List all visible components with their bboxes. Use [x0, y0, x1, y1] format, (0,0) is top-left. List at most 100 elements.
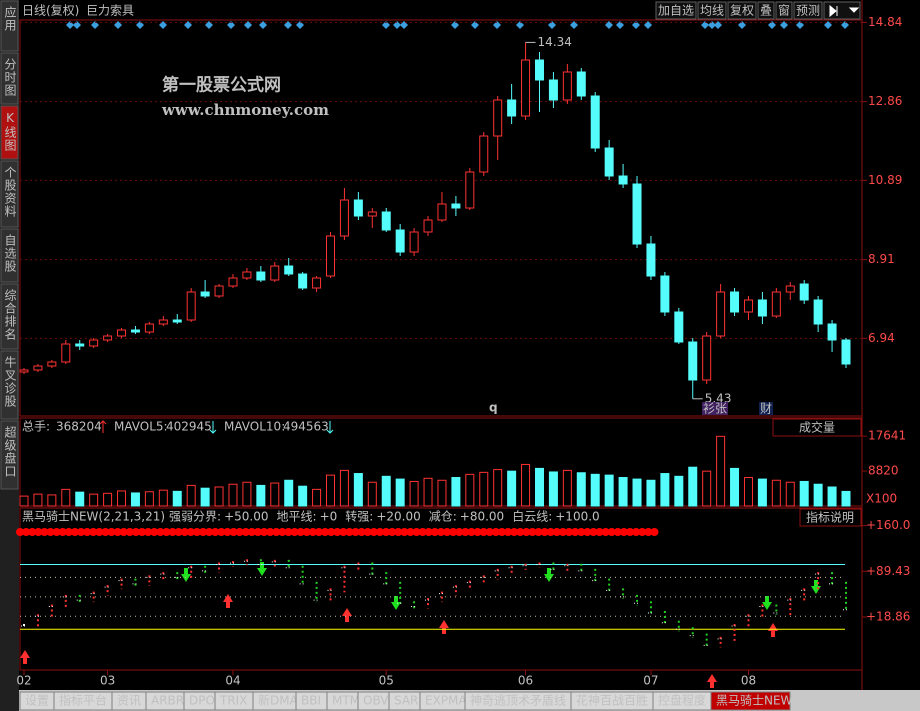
sidebar-tab[interactable] [0, 105, 19, 160]
diamond [73, 21, 81, 29]
sidebar-tab-label[interactable]: 分时图 [3, 58, 17, 97]
legend-value: 368204 [56, 420, 102, 434]
volume-bar [479, 471, 489, 507]
tab-label[interactable]: 控盘程度 [658, 693, 706, 708]
indicator-title: 黑马骑士NEW(2,21,3,21) [22, 510, 165, 524]
candle-body [674, 311, 684, 343]
tab-label[interactable]: EXPMA [425, 694, 467, 708]
sidebar-tab-label[interactable]: 超级盘口 [3, 425, 17, 478]
candle-body [688, 341, 698, 381]
diamond [738, 21, 746, 29]
sidebar-tab[interactable] [0, 228, 19, 283]
toolbar-button[interactable] [757, 1, 775, 20]
sidebar-tab-label[interactable]: 个股资料 [3, 166, 17, 218]
candle-body [186, 291, 196, 321]
tab-label[interactable]: SAR [394, 694, 418, 708]
help-box[interactable] [799, 508, 862, 527]
volume-bar [47, 494, 57, 507]
sidebar-tab[interactable] [0, 160, 19, 228]
sidebar-tab-label[interactable]: 应用 [3, 5, 17, 32]
y-tick-label: 12.86 [868, 94, 902, 108]
x-tick-label: 05 [379, 674, 394, 688]
candle-body [395, 229, 405, 253]
tab-label[interactable]: TRIX [219, 694, 247, 708]
toolbar-button-label[interactable]: 窗 [778, 4, 790, 18]
toolbar-button-label[interactable]: 复权 [730, 4, 754, 18]
volume-bar [19, 495, 29, 507]
toolbar-button-label[interactable]: 均线 [700, 4, 724, 18]
toolbar-button[interactable] [655, 1, 697, 20]
volume-bar [144, 491, 154, 507]
volume-bar [660, 473, 670, 507]
tab-label[interactable]: OBV [363, 694, 389, 708]
toolbar-button[interactable] [727, 1, 757, 20]
marker-bg [759, 402, 773, 415]
param-name: 转强: [345, 509, 373, 524]
tab-label[interactable]: 指标平台 [59, 693, 107, 708]
volume-bar [521, 463, 531, 507]
volume-bar [284, 479, 294, 507]
volume-bar [604, 474, 614, 507]
sidebar-tab[interactable] [0, 283, 19, 350]
tab-label[interactable]: ARBR [151, 694, 184, 708]
toolbar-button-label[interactable]: 预测 [796, 4, 820, 18]
sidebar-tab-label[interactable]: 牛叉诊股 [3, 355, 17, 408]
candle-body [632, 183, 642, 245]
sidebar-tab[interactable] [0, 52, 19, 105]
volume-bar [75, 491, 85, 507]
sidebar-tab[interactable] [0, 350, 19, 420]
sidebar-tab-label[interactable]: 综合排名 [3, 289, 17, 341]
candle-body [730, 291, 740, 313]
y-tick-label: 8.91 [868, 252, 895, 266]
volume-bar [743, 477, 753, 507]
tab-label[interactable]: 新DMA [258, 693, 299, 708]
tab-label[interactable]: 设置 [25, 694, 49, 708]
candle-body [576, 71, 586, 97]
candle-body [270, 265, 280, 281]
diamond [841, 21, 849, 29]
volume-bar [534, 467, 544, 507]
candle-body [242, 271, 252, 279]
toolbar-button[interactable] [793, 1, 823, 20]
volume-bar [785, 481, 795, 507]
tab-label[interactable]: 资讯 [117, 694, 141, 708]
tab-label[interactable]: BBI [301, 694, 321, 708]
tab-label[interactable]: 花神百战百胜 [576, 693, 648, 708]
watermark: www.chnmoney.com [161, 101, 329, 119]
sidebar-tab[interactable] [0, 0, 19, 52]
param-value: +0 [320, 510, 338, 524]
volume-bar [312, 488, 322, 507]
candle-body [743, 299, 753, 313]
diamond [259, 21, 267, 29]
candle-body [214, 285, 224, 297]
volume-bar [423, 477, 433, 507]
toolbar-button[interactable] [775, 1, 793, 20]
candle-body [33, 365, 43, 371]
sidebar-tab-label[interactable]: K线图 [3, 111, 17, 152]
volume-bar [548, 471, 558, 507]
tab[interactable] [710, 691, 791, 711]
candle-body [298, 273, 308, 289]
volume-bar [242, 481, 252, 507]
param-value: +100.0 [555, 510, 599, 524]
candle-body [228, 277, 238, 287]
help-button[interactable]: 指标说明 [806, 510, 854, 525]
tab-label[interactable]: MTM [332, 694, 360, 708]
sidebar-tab-label[interactable]: 自选股 [3, 234, 17, 273]
tab-label[interactable]: 神奇逃顶术矛盾线 [470, 694, 566, 708]
sidebar-tab[interactable] [0, 420, 19, 490]
toolbar-button-label[interactable]: 加自选 [658, 4, 694, 18]
diamond [708, 21, 716, 29]
tab-label[interactable]: DPO [189, 694, 215, 708]
y-tick-label: 14.84 [868, 15, 902, 29]
candle-body [256, 271, 266, 281]
tab-label[interactable]: 黑马骑士NEW [716, 694, 793, 708]
volume-bar [674, 475, 684, 507]
candle-body [451, 203, 461, 209]
toolbar-button[interactable] [697, 1, 727, 20]
toolbar-button-label[interactable]: 叠 [760, 4, 772, 18]
diamond [114, 21, 122, 29]
volume-bar [409, 480, 419, 507]
nav-button[interactable] [823, 1, 861, 20]
